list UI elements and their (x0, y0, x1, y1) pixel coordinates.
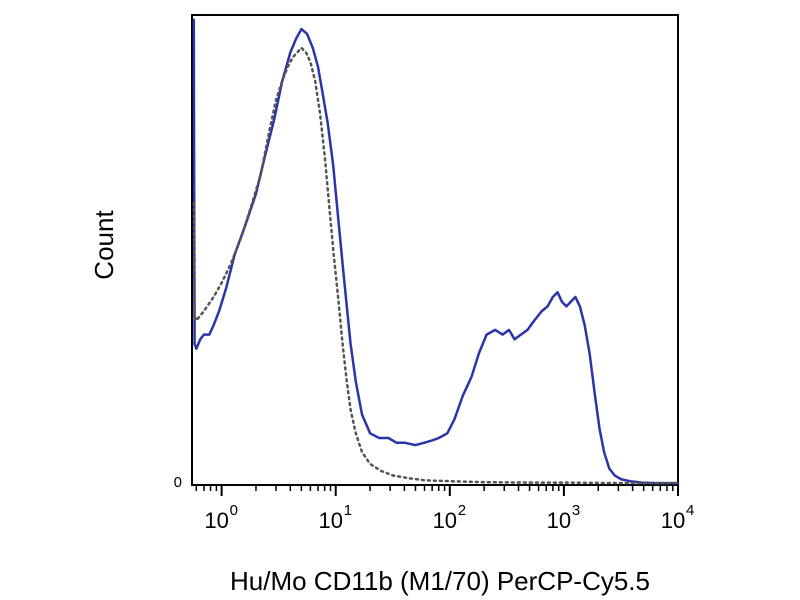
y-tick-label: 0 (174, 474, 182, 491)
y-axis-title: Count (89, 210, 119, 280)
x-axis-title: Hu/Mo CD11b (M1/70) PerCP-Cy5.5 (230, 566, 650, 596)
x-tick-label: 10 3 (547, 502, 581, 533)
x-axis-tick-labels: 10 0 10 1 10 2 10 3 10 4 (204, 502, 694, 533)
plot-frame (191, 14, 679, 486)
x-tick-label: 10 0 (204, 502, 238, 533)
y-axis-tick-labels: 0 (174, 474, 182, 491)
x-tick-label-exponent: 3 (572, 502, 580, 519)
x-tick-label-exponent: 2 (458, 502, 466, 519)
x-tick-label-exponent: 0 (230, 502, 238, 519)
x-tick-label: 10 1 (318, 502, 352, 533)
stained-histogram-line (192, 18, 680, 485)
control-histogram-line (192, 46, 680, 485)
histogram-series (192, 18, 680, 485)
x-tick-label-base: 10 (433, 508, 457, 533)
x-tick-label-exponent: 4 (686, 502, 694, 519)
x-tick-label-base: 10 (661, 508, 685, 533)
x-tick-label-base: 10 (318, 508, 342, 533)
x-axis-ticks (195, 485, 679, 496)
x-tick-label: 10 4 (661, 502, 695, 533)
x-tick-label-base: 10 (547, 508, 571, 533)
x-tick-label-exponent: 1 (344, 502, 352, 519)
x-tick-label: 10 2 (433, 502, 467, 533)
x-tick-label-base: 10 (204, 508, 228, 533)
